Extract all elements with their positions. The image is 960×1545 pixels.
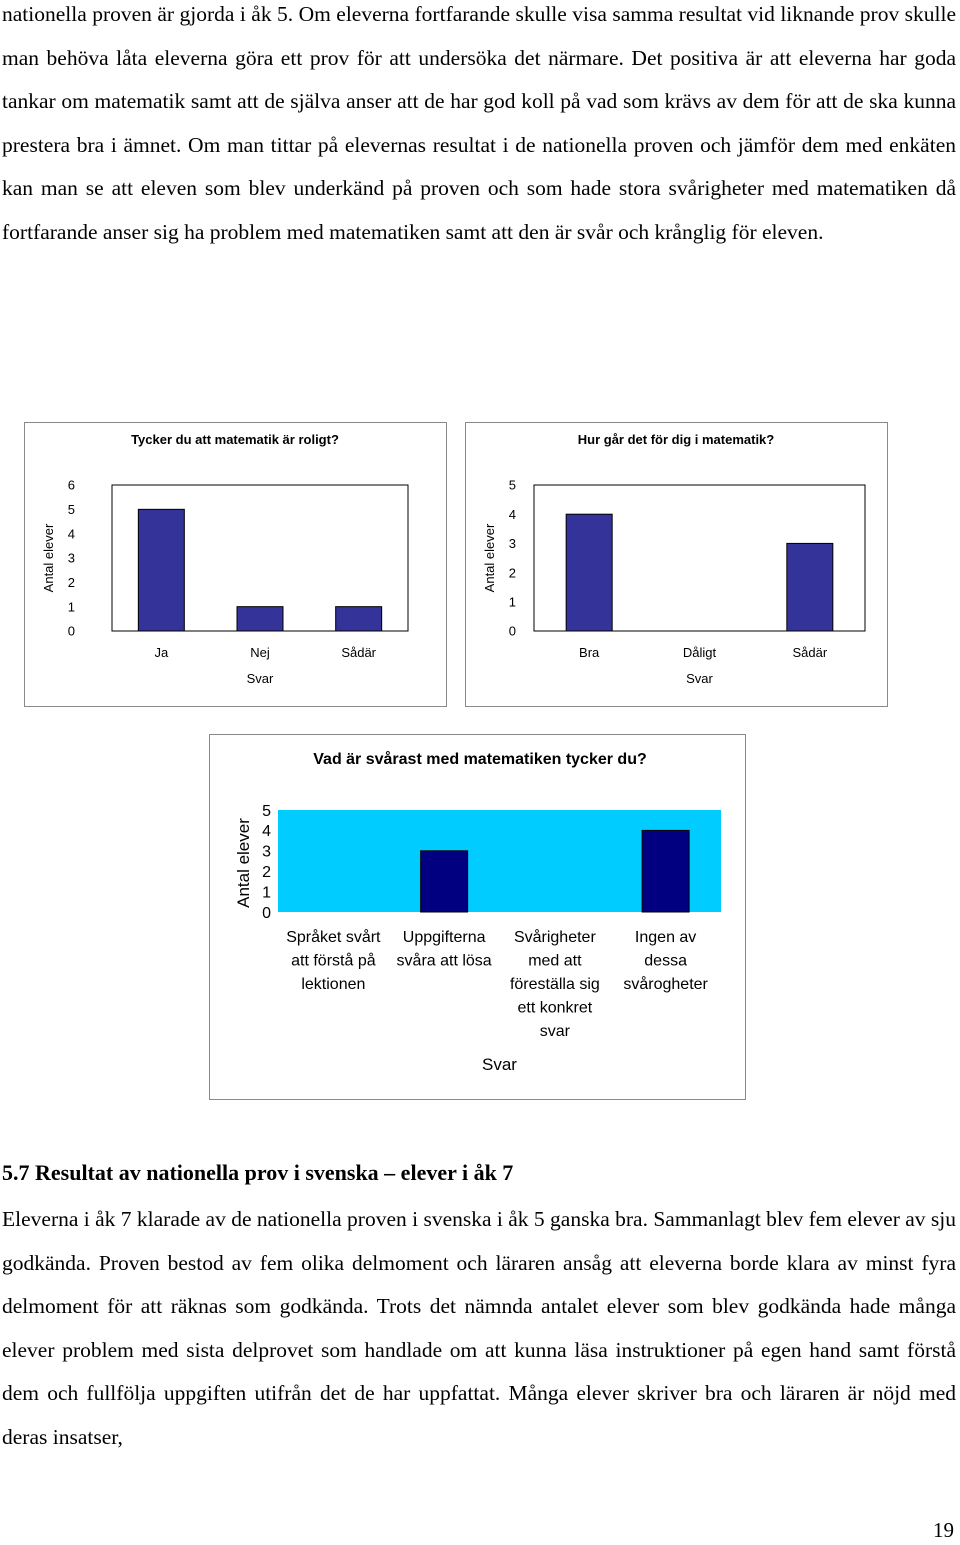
y-tick-label: 2 (509, 565, 516, 580)
chart-title: Tycker du att matematik är roligt? (131, 432, 339, 447)
category-label-line: Uppgifterna (403, 929, 486, 946)
y-tick-label: 1 (262, 884, 271, 901)
body-paragraph-top: nationella proven är gjorda i åk 5. Om e… (2, 2, 956, 244)
y-tick-label: 6 (68, 478, 75, 493)
chart-svg: Tycker du att matematik är roligt? 0 1 2 3 4 5… (41, 432, 409, 686)
bar-chart-tycker-roligt: Tycker du att matematik är roligt? 0 1 2 3 4 5… (24, 422, 447, 707)
category-label-line: Språket svårt (286, 928, 381, 946)
category-label-line: Svårigheter (514, 928, 596, 946)
category-label: Uppgifterna svåra att lösa (397, 929, 492, 970)
category-label: Ingen av dessa svårogheter (623, 929, 708, 993)
y-tick-label: 2 (68, 575, 75, 590)
category-label-line: svåra att lösa (397, 952, 492, 970)
category-label-line: svårogheter (623, 975, 708, 993)
section-heading: 5.7 Resultat av nationella prov i svensk… (2, 1160, 514, 1185)
bar (420, 850, 469, 913)
category-label-line: dessa (644, 953, 687, 970)
y-axis-label: Antal elever (482, 523, 497, 592)
chart-svg: Vad är svårast med matematiken tycker du… (234, 750, 721, 1074)
y-tick-label: 3 (68, 551, 75, 566)
y-tick-label: 1 (68, 599, 75, 614)
page-number: 19 (933, 1518, 954, 1542)
y-tick-label: 5 (262, 803, 271, 820)
x-axis-label: Svar (482, 1055, 517, 1074)
y-tick-label: 5 (509, 478, 516, 493)
category-label: Språket svårt att förstå på lektionen (286, 928, 381, 993)
category-label-line: lektionen (301, 976, 365, 993)
y-axis-label: Antal elever (234, 818, 253, 908)
y-tick-label: 2 (262, 864, 271, 881)
category-label: Sådär (341, 645, 376, 660)
x-axis-label: Svar (247, 671, 274, 686)
y-tick-label: 4 (262, 823, 271, 840)
category-label: Nej (250, 645, 270, 660)
chart-svg: Hur går det för dig i matematik? 0 1 2 3 4 5 An… (482, 432, 866, 686)
x-axis-label: Svar (686, 671, 713, 686)
y-tick-label: 3 (262, 844, 271, 861)
bar-chart-hur-gar-det: Hur går det för dig i matematik? 0 1 2 3 4 5 An… (465, 422, 888, 707)
chart-title: Vad är svårast med matematiken tycker du… (313, 750, 647, 768)
y-tick-label: 4 (68, 526, 75, 541)
category-label: Bra (579, 645, 600, 660)
bar-chart-svarast: Vad är svårast med matematiken tycker du… (209, 734, 746, 1100)
y-tick-label: 0 (509, 624, 516, 639)
y-axis-label: Antal elever (41, 523, 56, 592)
bar (137, 508, 185, 632)
bar (335, 606, 383, 632)
bar (786, 542, 834, 632)
category-label-line: svar (540, 1023, 571, 1040)
category-label-line: föreställa sig (510, 976, 600, 993)
y-tick-label: 5 (68, 502, 75, 517)
bar (236, 606, 284, 632)
category-label: Ja (154, 645, 169, 660)
category-label-line: Ingen av (635, 929, 696, 946)
y-tick-label: 0 (68, 624, 75, 639)
category-label: Dåligt (683, 645, 717, 660)
y-tick-label: 3 (509, 536, 516, 551)
category-label-line: ett konkret (518, 1000, 593, 1017)
category-label: Svårigheter med att föreställa sig ett konk… (510, 928, 600, 1040)
category-label: Sådär (792, 645, 827, 660)
bar (641, 829, 690, 913)
category-label-line: med att (528, 953, 582, 970)
category-label-line: att förstå på (291, 952, 376, 970)
body-paragraph-bottom: Eleverna i åk 7 klarade av de nationella… (2, 1207, 957, 1449)
bar (565, 513, 613, 632)
y-tick-label: 0 (262, 905, 271, 922)
y-tick-label: 4 (509, 507, 516, 522)
chart-title: Hur går det för dig i matematik? (578, 432, 775, 447)
y-tick-label: 1 (509, 594, 516, 609)
